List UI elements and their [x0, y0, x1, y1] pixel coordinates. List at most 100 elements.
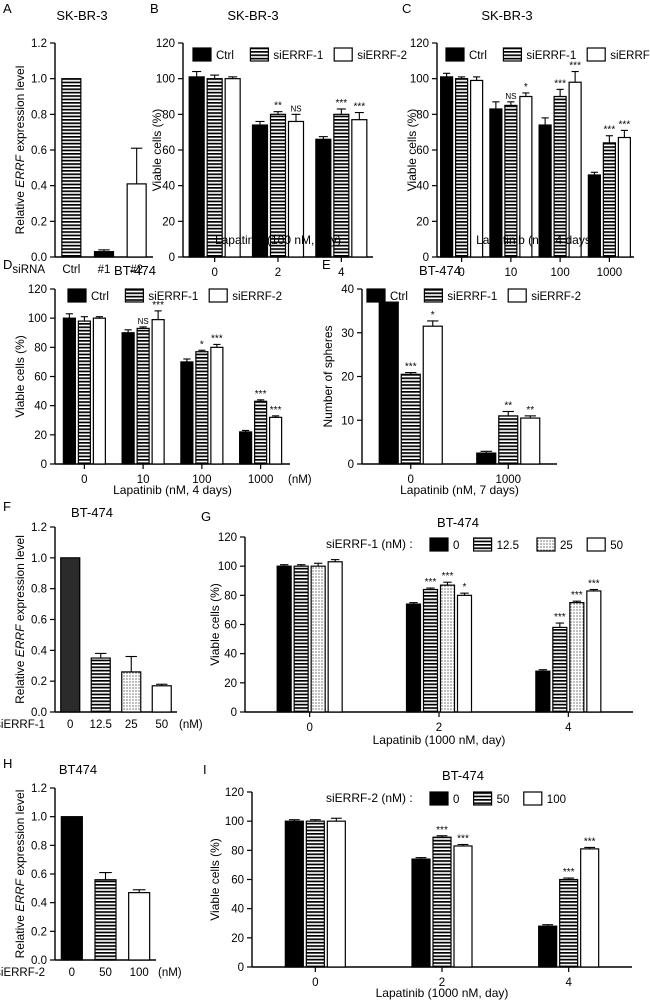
legend: Ctrl siERRF-1 siERRF-2 — [67, 288, 282, 303]
bar — [440, 76, 454, 258]
x-tick-label: 100 — [192, 474, 211, 486]
legend-label: Ctrl — [91, 291, 109, 303]
bar — [411, 858, 431, 968]
panel-title: SK-BR-3 — [56, 8, 107, 23]
legend-label: 50 — [497, 794, 510, 806]
y-tick-label: 10 — [341, 415, 354, 427]
y-tick-label: 1.0 — [31, 812, 47, 824]
bar — [580, 848, 600, 968]
y-tick-label: 20 — [231, 933, 244, 945]
y-tick-label: 0 — [231, 707, 237, 719]
significance-label: * — [431, 310, 435, 321]
y-tick-label: 0.4 — [31, 645, 48, 657]
y-tick-label: 0 — [238, 962, 244, 974]
legend-swatch — [502, 47, 522, 62]
y-tick-label: 1.0 — [31, 553, 47, 565]
panel-label: A — [3, 1, 12, 16]
significance-label: *** — [457, 834, 469, 845]
x-axis-label: Lapatinib (100 nM, day) — [215, 233, 341, 247]
legend-title: siERRF-2 (nM) : — [326, 791, 413, 805]
y-tick-label: 20 — [416, 216, 429, 228]
bar — [569, 602, 585, 713]
panel-title: BT474 — [59, 762, 97, 777]
legend-label: Ctrl — [469, 50, 487, 62]
legend-label: siERRF-1 — [273, 50, 323, 62]
legend-label: 25 — [560, 540, 573, 552]
bar — [93, 251, 115, 258]
bar — [62, 317, 76, 465]
y-tick-label: 40 — [416, 181, 429, 193]
x-tick-label: 0 — [408, 474, 414, 486]
legend-swatch — [586, 537, 606, 552]
y-tick-label: 80 — [162, 109, 175, 121]
x-tick-label: 0 — [81, 474, 87, 486]
legend: Ctrl siERRF-1 siERRF-2 — [192, 47, 407, 62]
y-tick-label: 120 — [410, 38, 429, 50]
panel-label: G — [201, 509, 211, 524]
significance-label: *** — [563, 867, 575, 878]
legend-swatch — [249, 47, 269, 62]
x-tick-label: 50 — [99, 967, 112, 979]
y-axis-label: Viable cells (%) — [208, 583, 222, 665]
x-axis-label: Lapatinib (nM, 4 days) — [476, 233, 595, 247]
x-unit-label: (nM) — [179, 719, 203, 731]
bar — [61, 78, 82, 258]
bar — [269, 416, 283, 465]
significance-label: * — [524, 82, 528, 93]
y-axis-label: Viable cells (%) — [208, 838, 222, 920]
panel-title: BT-474 — [114, 263, 156, 278]
legend: siERRF-1 (nM) : 0 12.5 25 50 — [326, 537, 623, 552]
x-tick-label: 2 — [275, 267, 281, 279]
y-tick-label: 0.0 — [31, 252, 47, 264]
y-axis-label: Viable cells (%) — [150, 109, 164, 191]
x-tick-label: 0 — [306, 722, 312, 734]
panel-title: SK-BR-3 — [227, 8, 278, 23]
panel-h: H BT474 0.0 0.2 0.4 0.6 0.8 1.0 1.2 Relative ERRF… — [0, 756, 182, 979]
y-tick-label: 60 — [34, 372, 47, 384]
legend-label: Ctrl — [216, 50, 234, 62]
bar — [293, 565, 309, 713]
y-tick-label: 60 — [162, 145, 175, 157]
x-prefix-label: siERRF-1 — [0, 719, 45, 731]
y-tick-label: 100 — [156, 74, 175, 86]
bar — [77, 320, 91, 465]
legend-title: siERRF-1 (nM) : — [326, 537, 413, 551]
bar — [400, 373, 421, 465]
y-tick-label: 0.2 — [31, 926, 47, 938]
x-axis-label: Lapatinib (1000 nM, day) — [373, 733, 506, 747]
bar — [535, 670, 551, 713]
bar — [422, 325, 443, 465]
panel-label: B — [150, 1, 159, 16]
x-prefix-label: siRNA — [12, 264, 45, 276]
y-tick-label: 20 — [34, 430, 47, 442]
bar — [180, 361, 194, 465]
significance-label: *** — [619, 119, 631, 130]
y-tick-label: 0.0 — [31, 955, 47, 967]
y-tick-label: 100 — [28, 313, 47, 325]
y-tick-label: 0.6 — [31, 615, 47, 627]
bar — [538, 925, 558, 968]
legend-swatch — [536, 537, 556, 552]
y-axis-label-part: ERRF — [13, 154, 27, 187]
x-tick-label: 4 — [338, 267, 345, 279]
x-axis-label: Lapatinib (nM, 7 days) — [400, 483, 519, 497]
y-tick-label: 0.2 — [31, 676, 47, 688]
bar — [498, 415, 519, 465]
y-tick-label: 0.6 — [31, 145, 47, 157]
panel-label: E — [322, 257, 331, 272]
bar — [195, 351, 209, 465]
legend-swatch — [473, 537, 493, 552]
bar — [456, 594, 473, 713]
significance-label: ** — [526, 405, 534, 416]
legend-swatch — [423, 288, 443, 303]
y-axis-label: Relative ERRF expression level — [13, 535, 27, 704]
bar — [327, 561, 343, 713]
significance-label: *** — [270, 405, 282, 416]
y-tick-label: 120 — [218, 532, 237, 544]
y-tick-label: 80 — [231, 845, 244, 857]
legend-label: siERRF-2 — [357, 50, 407, 62]
panel-a: A SK-BR-3 0.0 0.2 0.4 0.6 0.8 1.0 1.2 Relative ER… — [3, 1, 153, 276]
significance-label: *** — [335, 98, 347, 109]
